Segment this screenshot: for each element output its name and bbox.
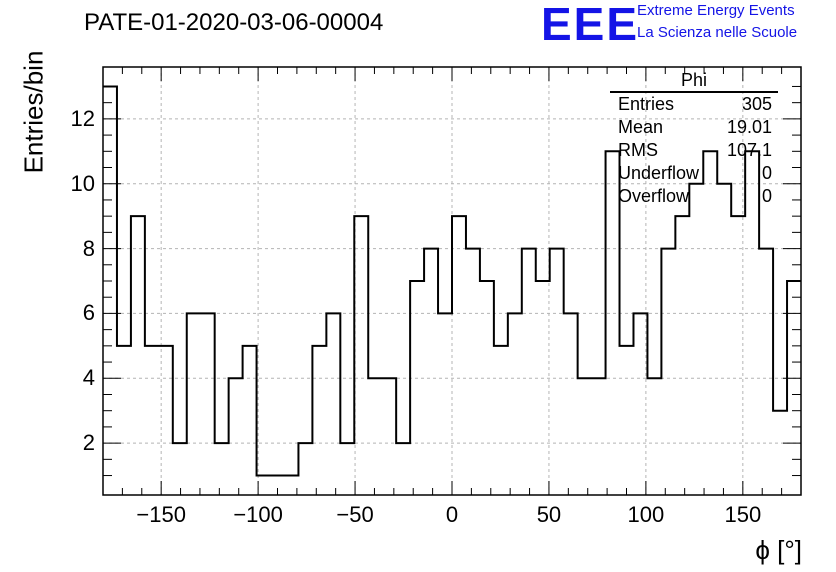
histogram-bin [717,184,731,495]
stats-value: 0 [761,163,772,183]
histogram-bin [592,378,606,495]
histogram-bin [131,216,145,495]
y-tick-label: 6 [82,300,95,326]
stats-value: 0 [761,186,772,206]
stats-value: 305 [741,94,772,114]
histogram-bin [550,249,564,495]
y-tick-label: 2 [82,430,95,456]
histogram-bin [578,378,592,495]
x-axis-label: ϕ [°] [755,535,802,565]
stats-label: Mean [618,117,664,137]
histogram-bin [494,346,508,495]
stats-value: 107.1 [726,140,772,160]
y-tick-label: 10 [70,170,95,196]
x-tick-label: 0 [445,502,459,527]
histogram-bin [522,249,536,495]
histogram-bin [661,249,675,495]
stats-label: Overflow [618,186,690,206]
histogram-bin [508,313,522,495]
histogram-bars [103,85,801,495]
histogram-bin [564,313,578,495]
eee-logo: EEE [541,0,640,50]
logo-line-2: La Scienza nelle Scuole [637,24,798,41]
histogram-bin [759,249,773,495]
y-tick-label: 4 [82,365,95,391]
histogram-bin [215,443,229,495]
y-tick-label: 12 [70,105,95,131]
histogram-outline [103,85,801,477]
stats-row-underflow: Underflow 0 [610,162,778,185]
histogram-bin [452,216,466,495]
x-tick-label: −150 [136,502,186,527]
histogram-bin [187,313,201,495]
histogram-bin [647,378,661,495]
plot-frame [102,66,802,496]
histogram-bin [340,443,354,495]
histogram-bin [382,378,396,495]
histogram-bin [243,346,257,495]
histogram-bin [466,249,480,495]
histogram-bin [675,216,689,495]
histogram-bin [284,476,298,495]
stats-box: Phi Entries 305 Mean 19.01 RMS 107.1 Und… [610,70,778,208]
histogram-bin [229,378,243,495]
x-tick-label: 100 [627,502,665,527]
y-axis-label: Entries/bin [18,50,49,174]
stats-row-overflow: Overflow 0 [610,185,778,208]
histogram-bin [773,411,787,495]
x-tick-label: −100 [233,502,283,527]
stats-row-entries: Entries 305 [610,93,778,116]
stats-title: Phi [610,70,778,93]
histogram-bin [312,346,326,495]
logo-line-1: Extreme Energy Events [637,2,795,19]
histogram-bin [298,443,312,495]
stats-label: Entries [618,94,675,114]
histogram-bin [633,313,647,495]
histogram-bin [354,216,368,495]
axis-ticks [102,67,802,495]
stats-row-mean: Mean 19.01 [610,116,778,139]
histogram-bin [438,313,452,495]
x-tick-label: 150 [724,502,762,527]
histogram-bin [103,86,117,495]
histogram-bin [396,443,410,495]
histogram-bin [145,346,159,495]
x-tick-label: 50 [536,502,562,527]
histogram-bin [173,443,187,495]
histogram-bin [689,184,703,495]
histogram-bin [257,476,271,495]
chart-title: PATE-01-2020-03-06-00004 [84,9,384,36]
stats-label: RMS [618,140,658,160]
histogram-bin [620,346,634,495]
x-tick-label: −50 [336,502,374,527]
histogram-bin [117,346,131,495]
stats-value: 19.01 [726,117,772,137]
histogram-bin [326,313,340,495]
stats-label: Underflow [618,163,700,183]
histogram-bin [201,313,215,495]
histogram-bin [424,249,438,495]
y-tick-label: 8 [82,235,95,261]
stats-row-rms: RMS 107.1 [610,139,778,162]
histogram-bin [368,378,382,495]
